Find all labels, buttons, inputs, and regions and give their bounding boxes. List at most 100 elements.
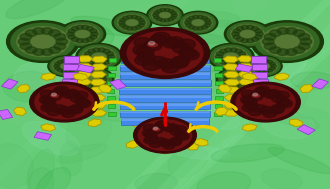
Circle shape (35, 85, 94, 119)
Polygon shape (119, 88, 211, 94)
Polygon shape (121, 49, 209, 56)
Circle shape (201, 16, 208, 20)
Circle shape (232, 84, 239, 88)
Circle shape (77, 70, 108, 88)
Circle shape (61, 59, 67, 63)
Ellipse shape (135, 174, 178, 189)
Polygon shape (223, 110, 239, 116)
Circle shape (255, 60, 261, 64)
Polygon shape (224, 94, 240, 101)
Polygon shape (215, 97, 223, 100)
Circle shape (204, 18, 211, 22)
Ellipse shape (124, 4, 184, 27)
Circle shape (277, 49, 289, 55)
Ellipse shape (206, 108, 239, 130)
Polygon shape (238, 63, 253, 70)
Circle shape (164, 8, 170, 12)
Polygon shape (107, 89, 114, 93)
Circle shape (236, 26, 244, 31)
Ellipse shape (57, 71, 119, 105)
Circle shape (298, 43, 310, 50)
Circle shape (178, 39, 195, 49)
Circle shape (174, 125, 186, 133)
Polygon shape (77, 64, 94, 73)
Circle shape (115, 13, 149, 33)
Circle shape (50, 57, 82, 75)
Circle shape (230, 48, 237, 52)
Polygon shape (120, 103, 210, 105)
Circle shape (40, 90, 54, 98)
Circle shape (145, 131, 157, 138)
Polygon shape (289, 119, 303, 127)
Polygon shape (214, 112, 222, 116)
Ellipse shape (51, 94, 58, 97)
Polygon shape (62, 87, 77, 93)
Circle shape (216, 58, 224, 62)
Circle shape (134, 37, 152, 48)
Circle shape (242, 90, 255, 98)
Circle shape (88, 60, 95, 64)
Circle shape (59, 21, 106, 47)
Ellipse shape (299, 6, 330, 36)
Circle shape (51, 93, 56, 96)
Ellipse shape (271, 86, 308, 116)
Circle shape (237, 84, 244, 88)
Circle shape (76, 39, 83, 43)
Polygon shape (214, 58, 221, 62)
Ellipse shape (9, 37, 42, 52)
Polygon shape (88, 119, 101, 127)
Circle shape (126, 15, 133, 19)
Polygon shape (90, 79, 106, 86)
Circle shape (149, 6, 181, 24)
Circle shape (100, 77, 107, 81)
Polygon shape (251, 57, 266, 63)
Polygon shape (120, 65, 210, 67)
Polygon shape (252, 102, 267, 108)
Circle shape (171, 11, 177, 14)
Circle shape (91, 32, 98, 36)
Ellipse shape (87, 92, 131, 114)
Ellipse shape (264, 107, 320, 129)
Polygon shape (120, 111, 210, 117)
Circle shape (188, 16, 195, 20)
Polygon shape (185, 143, 199, 150)
Circle shape (54, 34, 66, 40)
Circle shape (224, 80, 231, 84)
Circle shape (168, 9, 174, 12)
Polygon shape (41, 73, 56, 80)
Circle shape (41, 104, 55, 112)
Circle shape (185, 23, 192, 27)
Circle shape (241, 82, 248, 86)
Circle shape (91, 84, 98, 88)
Circle shape (52, 88, 66, 96)
Circle shape (86, 26, 94, 31)
Circle shape (150, 126, 163, 133)
Circle shape (103, 60, 110, 64)
Ellipse shape (252, 94, 260, 97)
Ellipse shape (173, 146, 230, 159)
Circle shape (54, 67, 60, 70)
Circle shape (223, 77, 230, 81)
Circle shape (263, 90, 277, 98)
Circle shape (239, 55, 247, 59)
Ellipse shape (294, 84, 330, 118)
Circle shape (135, 26, 142, 29)
Ellipse shape (173, 11, 240, 28)
Polygon shape (77, 109, 92, 116)
Ellipse shape (177, 33, 248, 72)
Circle shape (156, 121, 169, 128)
Ellipse shape (262, 109, 314, 139)
Polygon shape (63, 110, 78, 116)
Circle shape (70, 94, 84, 102)
Circle shape (172, 43, 190, 53)
Circle shape (251, 59, 277, 74)
Polygon shape (75, 86, 91, 93)
Circle shape (103, 49, 110, 53)
Circle shape (246, 56, 282, 77)
Circle shape (172, 56, 189, 66)
Polygon shape (239, 79, 254, 85)
Circle shape (71, 67, 114, 92)
Ellipse shape (6, 0, 69, 19)
Ellipse shape (250, 26, 292, 51)
Polygon shape (76, 94, 91, 101)
